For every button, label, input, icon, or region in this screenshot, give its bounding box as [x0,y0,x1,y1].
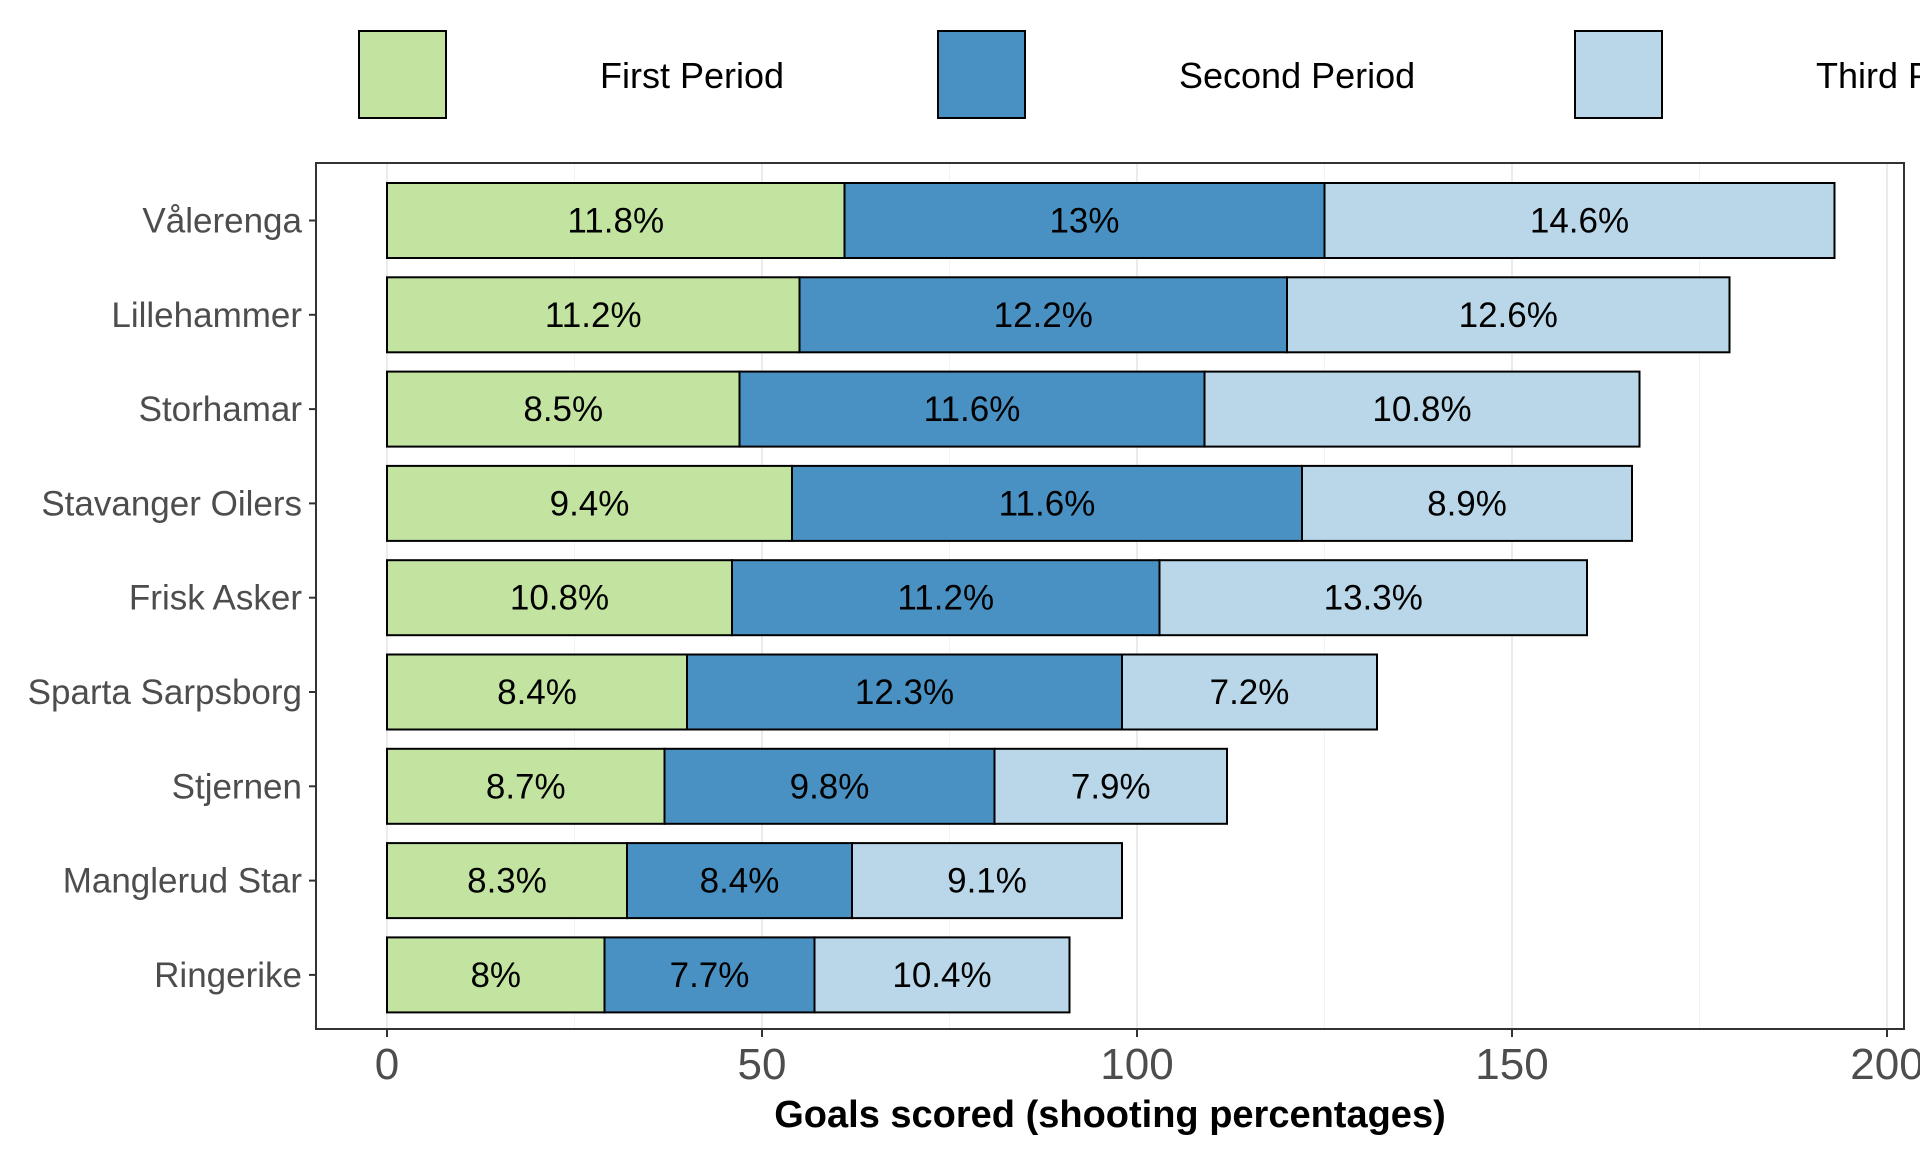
legend-label: First Period [600,55,784,96]
bar-data-label: 13% [1049,202,1119,241]
bar-data-label: 13.3% [1324,579,1423,618]
bar-segment [626,842,853,920]
legend-swatch [1574,30,1663,119]
bar-segment [386,182,846,259]
bar-data-label: 10.8% [1372,390,1471,429]
bar-segment [386,653,688,731]
bars: 11.8% 13% 14.6% 11.2% 12.2% 12.6% 8.5% 11.6% 10.… [386,182,1836,1014]
legend-swatch [937,30,1026,119]
bar-segment [386,842,628,920]
x-tick-label: 200 [1850,1040,1920,1089]
bar-data-label: 11.6% [999,484,1096,523]
bar-segment [386,464,793,542]
bar-segment [686,653,1123,731]
y-axis: Vålerenga Lillehammer Storhamar Stavanger O… [28,202,316,995]
bar-segment [386,559,733,637]
legend-label: Third Period [1816,55,1920,96]
bar-data-label: 12.3% [855,673,954,712]
x-axis: 0 50 100 150 200 [375,1029,1920,1089]
bar-segment [851,842,1123,920]
y-tick-label: Vålerenga [142,202,302,241]
bar-segment [663,747,996,825]
bar-data-label: 11.6% [924,390,1021,429]
bar-segment [386,276,801,354]
bar-data-label: 11.2% [897,579,994,618]
plot-border [315,162,1905,1030]
x-tick-label: 50 [738,1040,787,1089]
bar-segment [738,370,1206,448]
bar-segment [386,370,741,448]
x-tick-label: 150 [1475,1040,1548,1089]
bar-data-label: 8.4% [700,862,780,901]
bar-data-label: 11.2% [545,296,642,335]
bar-data-label: 11.8% [567,202,664,241]
bar-segment [386,747,666,825]
legend: First Period Second Period Third Period [358,30,1920,119]
bar-data-label: 8.4% [497,673,577,712]
bar-segment [1323,182,1836,259]
y-tick-label: Manglerud Star [63,862,303,901]
bar-data-label: 8.3% [467,862,547,901]
y-tick-label: Lillehammer [111,296,302,335]
bar-data-label: 8.7% [486,767,566,806]
bar-data-label: 10.8% [510,579,609,618]
y-tick-label: Stavanger Oilers [41,484,302,523]
bar-data-label: 14.6% [1530,202,1629,241]
y-tick-label: Storhamar [139,390,303,429]
bar-segment [993,747,1228,825]
y-tick-label: Stjernen [172,767,302,806]
bar-data-label: 7.2% [1210,673,1290,712]
bar-segment [1158,559,1588,637]
bar-segment [1301,464,1633,542]
legend-label: Second Period [1179,55,1415,96]
bar-segment [1286,276,1731,354]
bar-data-label: 12.6% [1459,296,1558,335]
bar-data-label: 9.8% [790,767,870,806]
x-axis-title: Goals scored (shooting percentages) [774,1094,1445,1136]
legend-swatch [358,30,447,119]
bar-segment [791,464,1303,542]
bar-data-label: 12.2% [994,296,1093,335]
bar-data-label: 8% [470,956,521,995]
bar-segment [813,936,1071,1014]
bar-segment [1121,653,1378,731]
y-tick-label: Ringerike [154,956,302,995]
x-tick-label: 0 [375,1040,399,1089]
bar-segment [603,936,816,1014]
bar-data-label: 7.9% [1071,767,1151,806]
y-tick-label: Sparta Sarpsborg [28,673,302,712]
bar-data-label: 7.7% [670,956,750,995]
bar-data-label: 9.4% [550,484,630,523]
bar-data-label: 10.4% [892,956,991,995]
x-tick-label: 100 [1100,1040,1173,1089]
bar-data-label: 8.5% [523,390,603,429]
bar-segment [1203,370,1641,448]
bar-data-label: 9.1% [947,862,1027,901]
y-tick-label: Frisk Asker [129,579,302,618]
bar-data-label: 8.9% [1427,484,1507,523]
bar-segment [386,936,606,1014]
